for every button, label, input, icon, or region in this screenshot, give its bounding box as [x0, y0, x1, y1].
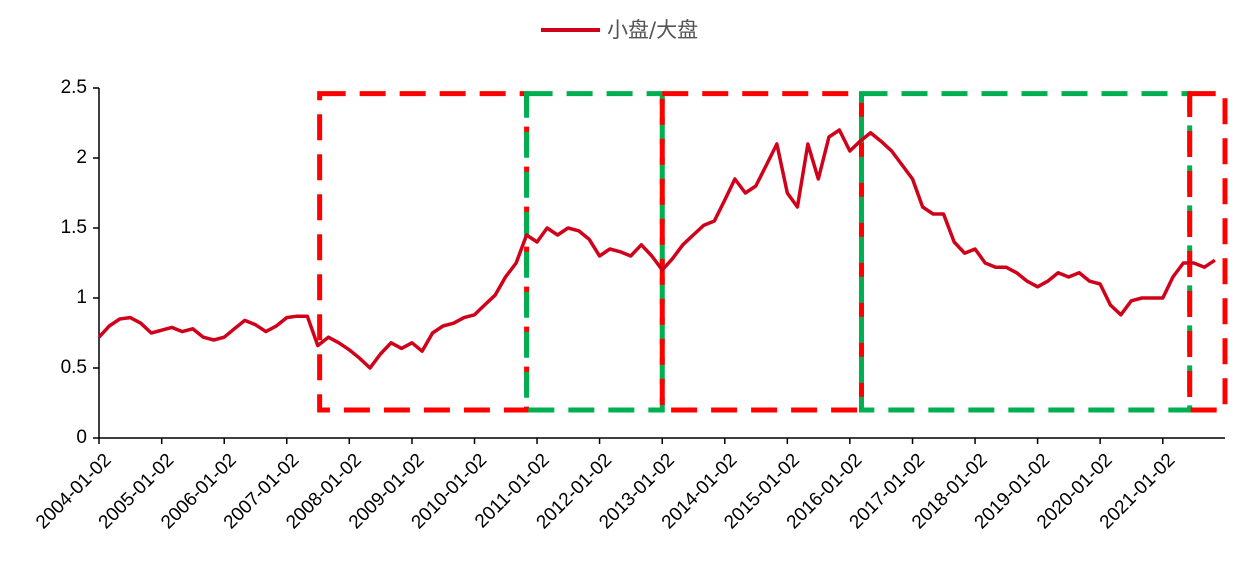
y-tick-label: 2.5	[61, 77, 87, 98]
y-tick-label: 2	[76, 147, 87, 168]
region-box	[524, 91, 665, 413]
y-tick-label: 1.5	[61, 217, 87, 238]
region-box	[659, 91, 864, 413]
data-line	[97, 128, 1216, 370]
legend-label: 小盘/大盘	[607, 18, 698, 42]
region-box	[858, 91, 1193, 413]
region-box	[317, 91, 530, 413]
region-box	[1187, 91, 1228, 413]
y-tick-label: 1	[76, 287, 87, 308]
y-tick-label: 0	[76, 427, 87, 448]
y-tick-label: 0.5	[61, 357, 87, 378]
